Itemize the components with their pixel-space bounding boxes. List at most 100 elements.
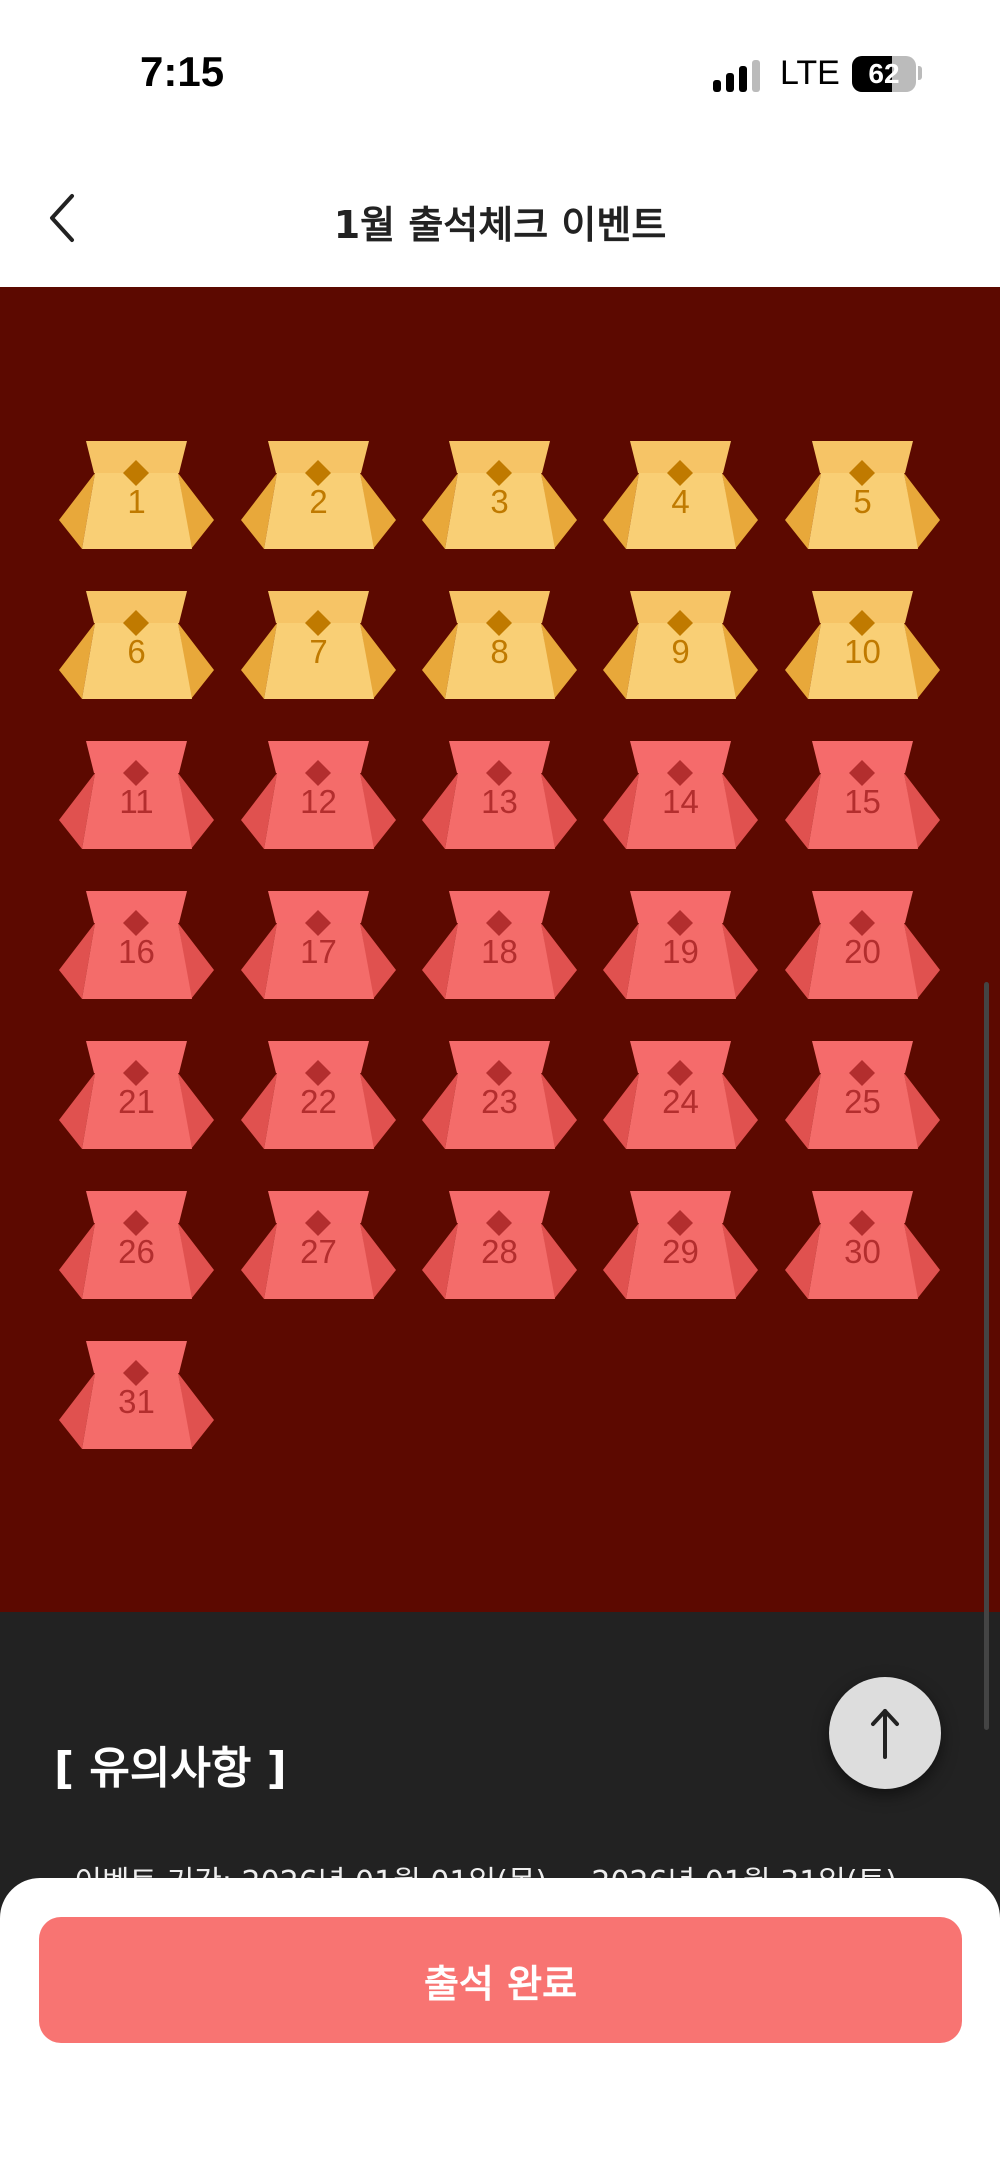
pouch-icon bbox=[785, 891, 940, 999]
network-type: LTE bbox=[780, 54, 840, 92]
notice-heading: [ 유의사항 ] bbox=[54, 1743, 287, 1794]
status-bar: 7:15 LTE 62 bbox=[0, 0, 1000, 150]
day-number: 20 bbox=[844, 933, 881, 970]
day-pouch-14[interactable]: 14 bbox=[603, 741, 758, 849]
day-pouch-25[interactable]: 25 bbox=[785, 1041, 940, 1149]
pouch-icon bbox=[241, 741, 396, 849]
day-pouch-15[interactable]: 15 bbox=[785, 741, 940, 849]
pouch-icon bbox=[59, 1191, 214, 1299]
day-pouch-19[interactable]: 19 bbox=[603, 891, 758, 999]
day-number: 6 bbox=[127, 633, 146, 670]
day-number: 26 bbox=[118, 1233, 155, 1270]
pouch-icon bbox=[59, 891, 214, 999]
day-number: 30 bbox=[844, 1233, 881, 1270]
day-pouch-1[interactable]: 1 bbox=[59, 441, 214, 549]
day-number: 5 bbox=[853, 483, 872, 520]
day-number: 2 bbox=[309, 483, 328, 520]
day-pouch-20[interactable]: 20 bbox=[785, 891, 940, 999]
day-number: 3 bbox=[490, 483, 509, 520]
day-pouch-18[interactable]: 18 bbox=[422, 891, 577, 999]
day-pouch-23[interactable]: 23 bbox=[422, 1041, 577, 1149]
pouch-icon bbox=[241, 441, 396, 549]
day-number: 28 bbox=[481, 1233, 518, 1270]
pouch-icon bbox=[241, 591, 396, 699]
day-pouch-27[interactable]: 27 bbox=[241, 1191, 396, 1299]
pouch-icon bbox=[422, 1191, 577, 1299]
pouch-icon bbox=[59, 1341, 214, 1449]
day-pouch-8[interactable]: 8 bbox=[422, 591, 577, 699]
day-number: 7 bbox=[309, 633, 328, 670]
day-number: 9 bbox=[671, 633, 690, 670]
day-number: 27 bbox=[300, 1233, 337, 1270]
day-pouch-6[interactable]: 6 bbox=[59, 591, 214, 699]
pouch-icon bbox=[59, 1041, 214, 1149]
day-pouch-22[interactable]: 22 bbox=[241, 1041, 396, 1149]
signal-icon bbox=[713, 60, 760, 92]
day-pouch-30[interactable]: 30 bbox=[785, 1191, 940, 1299]
pouch-icon bbox=[785, 591, 940, 699]
page-title: 1월 출석체크 이벤트 bbox=[333, 203, 667, 247]
day-number: 15 bbox=[844, 783, 881, 820]
day-number: 31 bbox=[118, 1383, 155, 1420]
day-number: 14 bbox=[662, 783, 699, 820]
day-pouch-10[interactable]: 10 bbox=[785, 591, 940, 699]
pouch-icon bbox=[59, 441, 214, 549]
pouch-icon bbox=[422, 891, 577, 999]
day-number: 22 bbox=[300, 1083, 337, 1120]
back-button[interactable] bbox=[44, 188, 84, 248]
day-pouch-16[interactable]: 16 bbox=[59, 891, 214, 999]
scrollbar[interactable] bbox=[984, 982, 989, 1730]
day-pouch-3[interactable]: 3 bbox=[422, 441, 577, 549]
day-pouch-29[interactable]: 29 bbox=[603, 1191, 758, 1299]
scroll-to-top-button[interactable] bbox=[829, 1677, 941, 1789]
day-pouch-12[interactable]: 12 bbox=[241, 741, 396, 849]
pouch-icon bbox=[603, 591, 758, 699]
day-number: 29 bbox=[662, 1233, 699, 1270]
battery-level: 62 bbox=[868, 58, 900, 89]
day-pouch-31[interactable]: 31 bbox=[59, 1341, 214, 1449]
pouch-icon bbox=[241, 1041, 396, 1149]
pouch-icon bbox=[603, 441, 758, 549]
day-number: 12 bbox=[300, 783, 337, 820]
pouch-icon bbox=[422, 591, 577, 699]
pouch-icon bbox=[785, 1191, 940, 1299]
day-pouch-13[interactable]: 13 bbox=[422, 741, 577, 849]
day-number: 23 bbox=[481, 1083, 518, 1120]
pouch-icon bbox=[603, 741, 758, 849]
pouch-icon bbox=[422, 441, 577, 549]
day-number: 17 bbox=[300, 933, 337, 970]
day-number: 19 bbox=[662, 933, 699, 970]
pouch-icon bbox=[785, 441, 940, 549]
day-number: 16 bbox=[118, 933, 155, 970]
day-pouch-21[interactable]: 21 bbox=[59, 1041, 214, 1149]
arrow-up-icon bbox=[871, 1709, 899, 1759]
battery-icon: 62 bbox=[852, 56, 916, 92]
day-pouch-2[interactable]: 2 bbox=[241, 441, 396, 549]
pouch-icon bbox=[603, 1041, 758, 1149]
pouch-icon bbox=[603, 891, 758, 999]
day-pouch-26[interactable]: 26 bbox=[59, 1191, 214, 1299]
pouch-icon bbox=[422, 1041, 577, 1149]
day-pouch-7[interactable]: 7 bbox=[241, 591, 396, 699]
pouch-icon bbox=[422, 741, 577, 849]
day-number: 18 bbox=[481, 933, 518, 970]
attendance-complete-button[interactable]: 출석 완료 bbox=[39, 1917, 962, 2043]
status-time: 7:15 bbox=[140, 48, 225, 95]
pouch-icon bbox=[59, 591, 214, 699]
day-pouch-17[interactable]: 17 bbox=[241, 891, 396, 999]
day-pouch-4[interactable]: 4 bbox=[603, 441, 758, 549]
day-number: 8 bbox=[490, 633, 509, 670]
day-pouch-11[interactable]: 11 bbox=[59, 741, 214, 849]
day-pouch-5[interactable]: 5 bbox=[785, 441, 940, 549]
pouch-icon bbox=[603, 1191, 758, 1299]
pouch-icon bbox=[785, 1041, 940, 1149]
pouch-icon bbox=[59, 741, 214, 849]
pouch-icon bbox=[785, 741, 940, 849]
day-number: 10 bbox=[844, 633, 881, 670]
day-pouch-28[interactable]: 28 bbox=[422, 1191, 577, 1299]
day-number: 13 bbox=[481, 783, 518, 820]
attendance-board: 1 2 3 4 5 6 7 8 9 10 11 12 13 14 15 16 17 18 19 20 21 22 23 24 2… bbox=[0, 287, 1000, 1612]
day-pouch-24[interactable]: 24 bbox=[603, 1041, 758, 1149]
day-pouch-9[interactable]: 9 bbox=[603, 591, 758, 699]
day-number: 21 bbox=[118, 1083, 155, 1120]
